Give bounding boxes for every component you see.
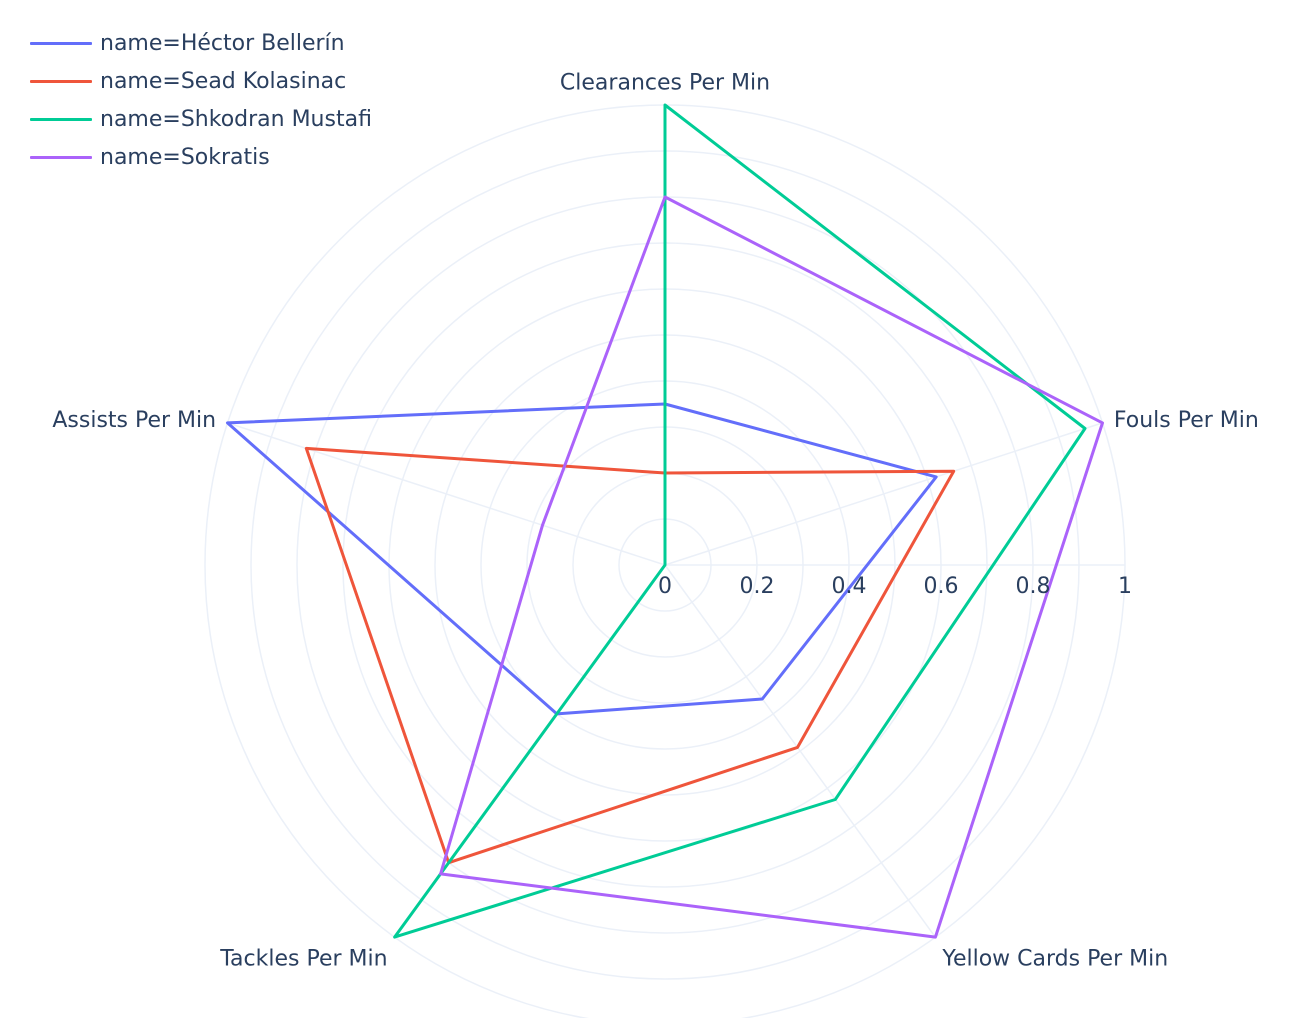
axis-label: Assists Per Min — [52, 408, 216, 433]
axis-label: Clearances Per Min — [560, 71, 770, 96]
legend-item-mustafi[interactable]: name=Shkodran Mustafi — [30, 100, 372, 138]
axis-label: Fouls Per Min — [1114, 408, 1259, 433]
legend-item-bellerin[interactable]: name=Héctor Bellerín — [30, 24, 372, 62]
legend: name=Héctor Bellerín name=Sead Kolasinac… — [30, 24, 372, 176]
legend-swatch-sokratis — [30, 155, 92, 159]
legend-label-sokratis: name=Sokratis — [100, 144, 270, 170]
radial-tick-label: 0.2 — [740, 574, 775, 599]
radial-tick-label: 0.4 — [832, 574, 867, 599]
grid-spoke — [227, 422, 666, 566]
series-traces — [226, 103, 1104, 939]
grid-spoke — [664, 564, 936, 938]
series-line — [226, 402, 938, 716]
legend-item-kolasinac[interactable]: name=Sead Kolasinac — [30, 62, 372, 100]
radial-tick-label: 0.8 — [1016, 574, 1051, 599]
legend-swatch-kolasinac — [30, 79, 92, 83]
axis-label: Yellow Cards Per Min — [941, 947, 1168, 972]
legend-item-sokratis[interactable]: name=Sokratis — [30, 138, 372, 176]
axis-label: Tackles Per Min — [219, 947, 387, 972]
legend-label-kolasinac: name=Sead Kolasinac — [100, 68, 347, 94]
radial-axis-ticks: 0 0.2 0.4 0.6 0.8 1 — [658, 574, 1132, 599]
radial-tick-label: 0.6 — [924, 574, 959, 599]
grid-spoke — [664, 422, 1103, 566]
radial-tick-label: 0 — [658, 574, 672, 599]
legend-label-bellerin: name=Héctor Bellerín — [100, 30, 345, 56]
radial-tick-label: 1 — [1118, 574, 1132, 599]
series-line — [304, 446, 956, 865]
legend-swatch-bellerin — [30, 41, 92, 45]
series-line — [439, 195, 1104, 939]
legend-swatch-mustafi — [30, 117, 92, 121]
legend-label-mustafi: name=Shkodran Mustafi — [100, 106, 372, 132]
angular-axis-labels: Clearances Per Min Fouls Per Min Yellow Ca… — [52, 71, 1258, 972]
series-line — [393, 103, 1087, 939]
